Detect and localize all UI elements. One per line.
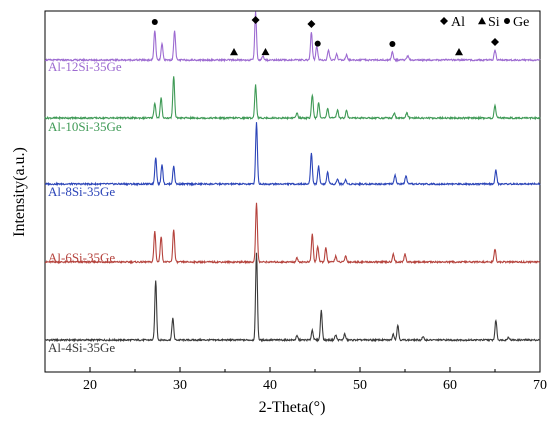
plot-frame — [44, 10, 541, 373]
x-tick-label-70: 70 — [533, 378, 547, 393]
legend-al-icon — [440, 17, 448, 25]
triangle-marker-2 — [230, 48, 238, 56]
series-layer — [44, 11, 541, 343]
series-label-al-8si-35ge: Al-8Si-35Ge — [48, 184, 115, 199]
legend-label-al: Al — [451, 15, 465, 30]
series-line-al-12si-35ge — [44, 11, 541, 63]
y-axis-label: Intensity(a.u.) — [11, 147, 28, 237]
circle-marker-0 — [151, 19, 158, 25]
x-axis-label: 2-Theta(°) — [259, 399, 326, 416]
legend-si-icon — [478, 17, 486, 25]
legend-ge-icon — [504, 18, 510, 24]
legend-label-ge: Ge — [513, 15, 529, 30]
legend: Al Si Ge — [440, 15, 529, 30]
x-tick-label-20: 20 — [83, 378, 97, 393]
circle-marker-6 — [389, 41, 396, 47]
series-label-al-4si-35ge: Al-4Si-35Ge — [48, 340, 115, 355]
x-tick-label-40: 40 — [263, 378, 277, 393]
series-labels: Al-4Si-35Ge Al-6Si-35Ge Al-8Si-35Ge Al-10Si… — [48, 59, 122, 355]
x-tick-label-50: 50 — [353, 378, 367, 393]
triangle-marker-7 — [455, 48, 463, 56]
series-line-al-6si-35ge — [44, 202, 541, 265]
diamond-marker-1 — [251, 16, 260, 24]
series-line-al-4si-35ge — [44, 252, 541, 343]
triangle-marker-3 — [261, 47, 270, 56]
diamond-marker-4 — [307, 20, 316, 28]
x-tick-label-30: 30 — [173, 378, 187, 393]
series-label-al-6si-35ge: Al-6Si-35Ge — [48, 250, 115, 265]
series-label-al-12si-35ge: Al-12Si-35Ge — [48, 59, 122, 74]
phase-markers — [151, 16, 499, 56]
circle-marker-5 — [314, 40, 321, 47]
legend-label-si: Si — [488, 15, 500, 30]
x-axis-ticks: 20 30 40 50 60 70 — [83, 367, 547, 393]
series-label-al-10si-35ge: Al-10Si-35Ge — [48, 119, 122, 134]
series-line-al-8si-35ge — [44, 122, 541, 187]
x-tick-label-60: 60 — [443, 378, 457, 393]
diamond-marker-8 — [491, 38, 499, 46]
series-line-al-10si-35ge — [44, 76, 541, 121]
